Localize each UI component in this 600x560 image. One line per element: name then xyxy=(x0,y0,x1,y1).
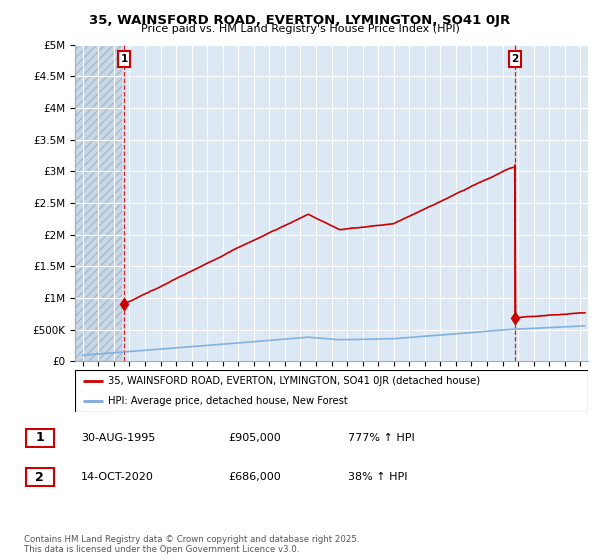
Text: 777% ↑ HPI: 777% ↑ HPI xyxy=(348,433,415,443)
Text: £905,000: £905,000 xyxy=(228,433,281,443)
Text: 1: 1 xyxy=(121,54,128,64)
Text: 1: 1 xyxy=(35,431,44,445)
Text: 35, WAINSFORD ROAD, EVERTON, LYMINGTON, SO41 0JR (detached house): 35, WAINSFORD ROAD, EVERTON, LYMINGTON, … xyxy=(109,376,481,385)
Text: 2: 2 xyxy=(511,54,518,64)
Text: 38% ↑ HPI: 38% ↑ HPI xyxy=(348,472,407,482)
Text: 2: 2 xyxy=(35,470,44,484)
Text: 35, WAINSFORD ROAD, EVERTON, LYMINGTON, SO41 0JR: 35, WAINSFORD ROAD, EVERTON, LYMINGTON, … xyxy=(89,14,511,27)
Text: 30-AUG-1995: 30-AUG-1995 xyxy=(81,433,155,443)
Text: £686,000: £686,000 xyxy=(228,472,281,482)
Text: 14-OCT-2020: 14-OCT-2020 xyxy=(81,472,154,482)
Text: Contains HM Land Registry data © Crown copyright and database right 2025.
This d: Contains HM Land Registry data © Crown c… xyxy=(24,535,359,554)
Text: HPI: Average price, detached house, New Forest: HPI: Average price, detached house, New … xyxy=(109,396,348,405)
Text: Price paid vs. HM Land Registry's House Price Index (HPI): Price paid vs. HM Land Registry's House … xyxy=(140,24,460,34)
